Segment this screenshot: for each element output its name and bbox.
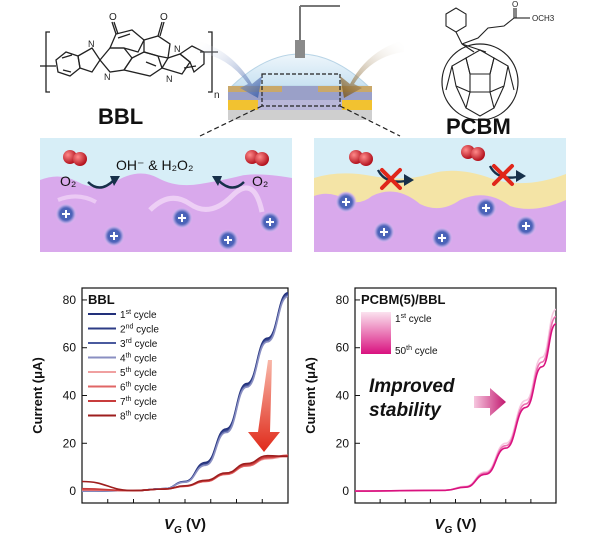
x-axis-label: VG (V) xyxy=(164,516,206,536)
legend-entry-1: 1st cycle xyxy=(395,313,432,325)
bbl-nitrogen-2: N xyxy=(104,72,111,82)
reaction-arrow-left xyxy=(87,179,115,189)
reaction-arrow-right-head xyxy=(212,176,222,186)
decay-arrow xyxy=(248,360,280,452)
bbl-nitrogen-4: N xyxy=(166,74,173,84)
device-schematic xyxy=(196,5,404,137)
legend-entry-8: 8th cycle xyxy=(120,411,157,423)
pcbm-ester-label: OCH3 xyxy=(532,14,555,23)
cation-ions-right xyxy=(335,191,537,249)
reaction-product-label: OH⁻ & H₂O₂ xyxy=(116,157,193,173)
y-tick-label: 60 xyxy=(336,341,350,355)
legend-gradient-bar xyxy=(361,312,391,354)
oxygen-molecule-blocked-1 xyxy=(349,150,373,166)
y-tick-label: 40 xyxy=(63,389,77,403)
pcbm-label: PCBM xyxy=(446,114,511,139)
reaction-arrow-left-head xyxy=(110,176,120,186)
bbl-nitrogen-3: N xyxy=(174,44,181,54)
annotation-line-1: Improved xyxy=(369,376,455,397)
stability-arrow xyxy=(474,388,506,416)
pcbm-bbl-cycling-chart: 0 20 40 60 80 Current (μA) VG (V) PCBM(5)/BBL 1s… xyxy=(303,287,557,536)
y-axis-label: Current (μA) xyxy=(303,357,318,434)
chart-title: BBL xyxy=(88,292,115,307)
y-tick-label: 0 xyxy=(342,484,349,498)
y-tick-label: 60 xyxy=(63,341,77,355)
bbl-structure xyxy=(40,21,218,93)
oxygen-molecule-left xyxy=(63,150,87,166)
legend-entry-7: 7th cycle xyxy=(120,396,157,408)
o2-label-left: O₂ xyxy=(60,173,76,189)
series-group xyxy=(355,308,556,492)
oxygen-molecule-right xyxy=(245,150,269,166)
cation-ions-left xyxy=(55,203,281,251)
bbl-nitrogen-1: N xyxy=(88,39,95,49)
plot-frame xyxy=(81,287,289,504)
pcbm-carbonyl-o: O xyxy=(512,0,518,9)
legend-entry-1: 1st cycle xyxy=(120,309,157,321)
bbl-oxygen-1: O xyxy=(109,12,117,23)
x-axis-label: VG (V) xyxy=(435,516,477,536)
series-line-8 xyxy=(82,454,288,492)
y-tick-label: 40 xyxy=(336,389,350,403)
legend-entry-2: 50th cycle xyxy=(395,345,438,357)
blocked-arrow-1-head xyxy=(404,174,414,186)
block-cross-1 xyxy=(380,168,402,190)
legend-entry-2: 2nd cycle xyxy=(120,324,159,336)
oxygen-molecule-blocked-2 xyxy=(461,145,485,161)
blocked-arrow-2-head xyxy=(516,170,526,182)
y-tick-label: 80 xyxy=(336,293,350,307)
y-tick-label: 80 xyxy=(63,293,77,307)
legend-entry-3: 3rd cycle xyxy=(120,338,158,350)
series-group xyxy=(82,292,288,492)
pcbm-structure xyxy=(441,7,530,121)
bbl-subscript-n: n xyxy=(214,90,220,101)
y-tick-label: 0 xyxy=(69,484,76,498)
annotation-line-2: stability xyxy=(369,400,442,421)
chart-title: PCBM(5)/BBL xyxy=(361,292,446,307)
y-axis-label: Current (μA) xyxy=(30,357,45,434)
legend-entry-5: 5th cycle xyxy=(120,367,157,379)
bbl-label: BBL xyxy=(98,104,143,129)
bbl-cycling-chart: 0 20 40 60 80 Current (μA) VG (V) BBL 1st cycle 2… xyxy=(30,287,289,536)
o2-label-right: O₂ xyxy=(252,173,268,189)
y-tick-label: 20 xyxy=(336,436,350,450)
legend-entry-4: 4th cycle xyxy=(120,353,157,365)
y-tick-label: 20 xyxy=(63,436,77,450)
reaction-arrow-right xyxy=(217,179,245,189)
block-cross-2 xyxy=(492,164,514,186)
bbl-oxygen-2: O xyxy=(160,12,168,23)
legend-entry-6: 6th cycle xyxy=(120,382,157,394)
series-line-3 xyxy=(355,323,556,492)
